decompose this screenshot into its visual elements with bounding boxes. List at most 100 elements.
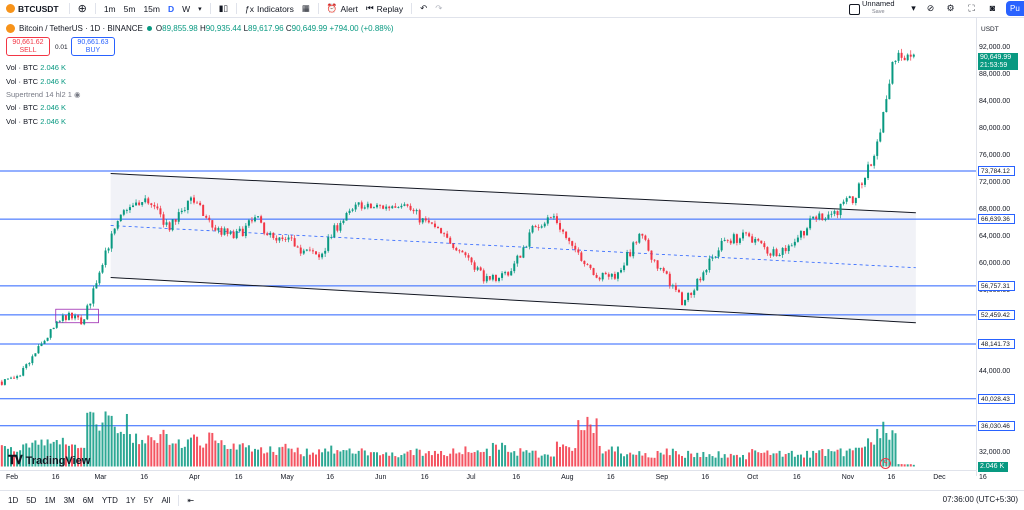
volume-bar (135, 433, 138, 467)
settings-icon[interactable]: ⚙ (946, 3, 955, 13)
candle-body (583, 260, 586, 265)
candle-body (662, 268, 665, 272)
price-chart[interactable] (0, 18, 976, 470)
price-axis-label: 72,000.00 (979, 179, 1011, 186)
timeframe-1m[interactable]: 1m (103, 3, 116, 14)
candle-body (522, 247, 525, 258)
volume-bar (144, 443, 147, 467)
volume-bar (687, 450, 690, 467)
candle-body (180, 210, 183, 213)
quick-search-icon[interactable]: ⊘ (926, 3, 935, 13)
volume-bar (427, 451, 430, 467)
buy-button[interactable]: 90,661.63 BUY (71, 37, 115, 56)
volume-bar (110, 415, 113, 467)
candle-body (562, 229, 565, 232)
volume-bar (860, 447, 863, 467)
volume-bar (156, 442, 159, 467)
chevron-down-icon[interactable]: ▾ (911, 3, 916, 13)
eye-icon[interactable]: ◉ (73, 90, 81, 99)
layout-name-label: Unnamed (862, 0, 895, 8)
volume-bar (784, 454, 787, 467)
clock[interactable]: 07:36:00 (UTC+5:30) (942, 495, 1018, 504)
candle-body (815, 216, 818, 219)
goto-date-icon[interactable]: ⇤ (187, 496, 195, 505)
candle-body (632, 242, 635, 257)
volume-bar (327, 451, 330, 467)
currency-selector[interactable]: USDT (981, 26, 999, 33)
lightning-icon[interactable]: ϟ (880, 458, 891, 469)
candle-body (653, 259, 656, 261)
price-axis[interactable] (976, 18, 1024, 476)
time-axis-label: Nov (841, 474, 855, 481)
layout-checkbox-icon[interactable] (849, 4, 860, 15)
candle-body (604, 272, 607, 275)
range-1D[interactable]: 1D (8, 496, 19, 505)
candle-body (565, 231, 568, 238)
divider (178, 495, 180, 506)
candle-body (626, 252, 629, 266)
candle-body (418, 210, 421, 223)
timeframe-15m[interactable]: 15m (143, 3, 160, 14)
layout-name[interactable]: Unnamed Save (862, 0, 895, 16)
range-5Y[interactable]: 5Y (143, 496, 154, 505)
volume-bar (812, 450, 815, 467)
range-YTD[interactable]: YTD (101, 496, 118, 505)
time-axis-label: May (280, 474, 294, 481)
range-1M[interactable]: 1M (44, 496, 56, 505)
range-All[interactable]: All (161, 496, 171, 505)
undo-icon[interactable]: ↶ (420, 3, 428, 13)
candle-body (623, 265, 626, 271)
timeframe-W[interactable]: W (182, 3, 191, 14)
candle-body (86, 305, 89, 320)
range-3M[interactable]: 3M (63, 496, 75, 505)
range-1Y[interactable]: 1Y (125, 496, 136, 505)
volume-bar (202, 447, 205, 467)
candle-body (19, 375, 22, 377)
range-6M[interactable]: 6M (82, 496, 94, 505)
candle-style-icon[interactable]: ▮▯ (218, 3, 229, 13)
candle-body (735, 234, 738, 243)
volume-legend[interactable]: Vol · BTC 2.046 K (6, 63, 67, 72)
volume-bar (507, 451, 510, 467)
change-value: +794.00 (+0.88%) (329, 24, 394, 33)
volume-legend[interactable]: Vol · BTC 2.046 K (6, 103, 67, 112)
timeframe-D[interactable]: D (168, 3, 175, 14)
volume-bar (482, 451, 485, 467)
symbol-search[interactable]: BTCUSDT (0, 4, 65, 14)
timeframe-5m[interactable]: 5m (123, 3, 136, 14)
time-axis-label: 16 (606, 474, 615, 481)
layout-save-status: Save (871, 9, 885, 15)
supertrend-legend[interactable]: Supertrend 14 hl2 1 ◉ (6, 90, 81, 99)
redo-icon[interactable]: ↷ (435, 3, 443, 13)
chevron-down-icon[interactable]: ▾ (198, 5, 202, 13)
candle-body (266, 233, 269, 236)
volume-bar (205, 443, 208, 467)
candle-body (708, 258, 711, 271)
volume-bar (305, 448, 308, 467)
volume-bar (464, 446, 467, 467)
candle-body (232, 231, 235, 239)
volume-legend[interactable]: Vol · BTC 2.046 K (6, 117, 67, 126)
sell-button[interactable]: 90,661.62 SELL (6, 37, 50, 56)
candle-body (199, 202, 202, 205)
candle-body (659, 268, 662, 269)
range-5D[interactable]: 5D (26, 496, 37, 505)
camera-icon[interactable]: ◙ (989, 3, 996, 13)
time-axis[interactable] (0, 470, 976, 485)
candle-body (494, 274, 497, 281)
add-symbol-icon[interactable]: ⊕ (77, 3, 87, 15)
candle-body (687, 293, 690, 301)
candle-body (516, 255, 519, 264)
fullscreen-icon[interactable]: ⛶ (968, 3, 975, 13)
alert-button[interactable]: ⏰ Alert (323, 3, 362, 14)
templates-icon[interactable]: ▦ (301, 3, 310, 13)
candle-body (135, 202, 138, 206)
indicators-button[interactable]: ƒx Indicators (241, 4, 298, 14)
volume-bar (690, 453, 693, 467)
candle-body (717, 250, 720, 257)
publish-button[interactable]: Pu (1006, 1, 1024, 16)
volume-legend[interactable]: Vol · BTC 2.046 K (6, 77, 67, 86)
candle-body (513, 263, 516, 272)
candle-body (543, 223, 546, 227)
replay-button[interactable]: ⏮ Replay (362, 3, 407, 14)
